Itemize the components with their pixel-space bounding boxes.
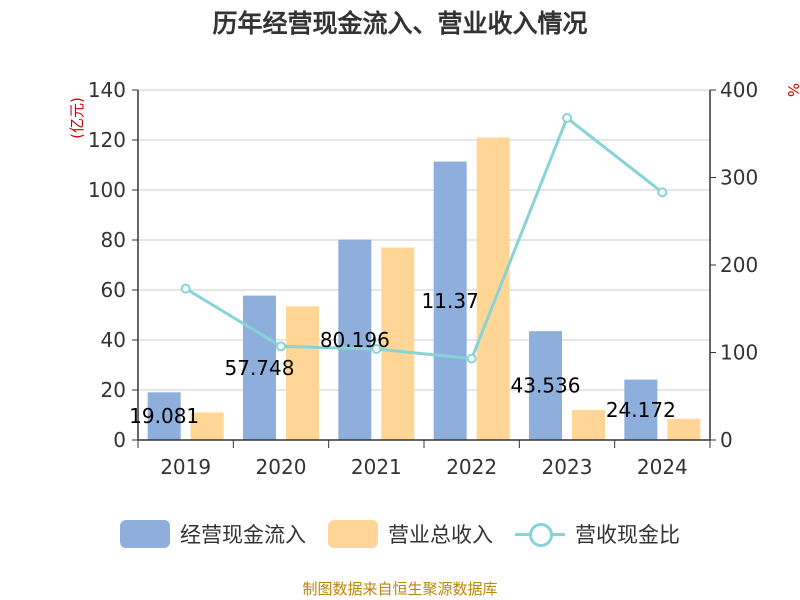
- legend-item-cash-inflow[interactable]: 经营现金流入: [120, 519, 306, 549]
- chart-title: 历年经营现金流入、营业收入情况: [212, 9, 588, 38]
- legend-swatch-cash-inflow: [120, 520, 170, 548]
- y-right-tick-label: 200: [720, 253, 758, 277]
- grid-lines: [138, 89, 710, 391]
- data-label-cash-inflow: 43.536: [511, 374, 581, 398]
- y-left-tick-label: 80: [101, 228, 126, 252]
- bar-cash-inflow: [147, 392, 181, 440]
- bar-series: [147, 137, 701, 440]
- x-tick-label: 2021: [351, 455, 402, 479]
- data-label-cash-inflow: 24.172: [606, 398, 676, 422]
- bar-revenue: [667, 418, 701, 440]
- y-left-unit: (亿元): [68, 97, 86, 139]
- y-left-tick-label: 100: [88, 178, 126, 202]
- bar-revenue: [286, 306, 319, 440]
- bar-revenue: [476, 137, 510, 440]
- axes: 0 20 40 60 80 100 120 140 0 100 200 300 400 (亿元)% 2019…: [68, 78, 800, 479]
- line-series: [180, 113, 668, 364]
- y-left-tick-label: 40: [101, 328, 126, 352]
- line-cash-ratio: [184, 115, 664, 361]
- x-tick-label: 2020: [256, 455, 307, 479]
- x-tick-label: 2019: [160, 455, 211, 479]
- bar-cash-inflow: [243, 295, 276, 440]
- data-label-cash-inflow: 19.081: [129, 404, 199, 428]
- data-labels: 19.081 57.748 80.196 11.37 43.536 24.172: [129, 289, 676, 428]
- x-tick-label: 2023: [542, 455, 593, 479]
- y-left-tick-label: 20: [101, 378, 126, 402]
- bar-revenue: [381, 247, 415, 440]
- legend-item-revenue[interactable]: 营业总收入: [328, 519, 493, 549]
- legend-label-revenue: 营业总收入: [388, 523, 493, 547]
- legend-label-cash-inflow: 经营现金流入: [180, 523, 306, 547]
- point-cash-ratio: [276, 341, 286, 352]
- bar-cash-inflow: [529, 331, 562, 440]
- bar-cash-inflow: [338, 239, 372, 440]
- bar-cash-inflow: [624, 379, 658, 440]
- y-left-tick-label: 120: [88, 128, 126, 152]
- y-right-tick-label: 0: [720, 428, 733, 452]
- point-cash-ratio: [180, 283, 191, 294]
- y-left-tick-label: 60: [101, 278, 126, 302]
- legend-swatch-revenue: [328, 520, 378, 548]
- legend: 经营现金流入 营业总收入 营收现金比: [0, 514, 800, 554]
- data-label-cash-inflow: 57.748: [225, 356, 295, 380]
- bar-revenue: [190, 412, 224, 440]
- y-right-tick-label: 400: [720, 78, 758, 102]
- bar-cash-inflow: [433, 161, 467, 440]
- bar-revenue: [572, 410, 605, 440]
- x-tick-label: 2024: [637, 455, 688, 479]
- point-cash-ratio: [371, 344, 382, 354]
- x-tick-label: 2022: [446, 455, 497, 479]
- source-note: 制图数据来自恒生聚源数据库: [302, 580, 498, 598]
- y-left-tick-label: 140: [88, 78, 126, 102]
- point-cash-ratio: [466, 353, 477, 364]
- y-left-tick-label: 0: [113, 428, 126, 452]
- legend-label-cash-ratio: 营收现金比: [575, 523, 680, 547]
- point-cash-ratio: [657, 187, 668, 198]
- data-label-cash-inflow: 11.37: [422, 289, 479, 313]
- y-right-unit: %: [784, 83, 800, 97]
- data-label-cash-inflow: 80.196: [320, 328, 390, 352]
- point-cash-ratio: [562, 113, 572, 123]
- y-right-tick-label: 300: [720, 166, 758, 190]
- y-right-tick-label: 100: [720, 341, 758, 365]
- legend-item-cash-ratio[interactable]: 营收现金比: [515, 519, 680, 549]
- legend-swatch-cash-ratio: [515, 520, 565, 548]
